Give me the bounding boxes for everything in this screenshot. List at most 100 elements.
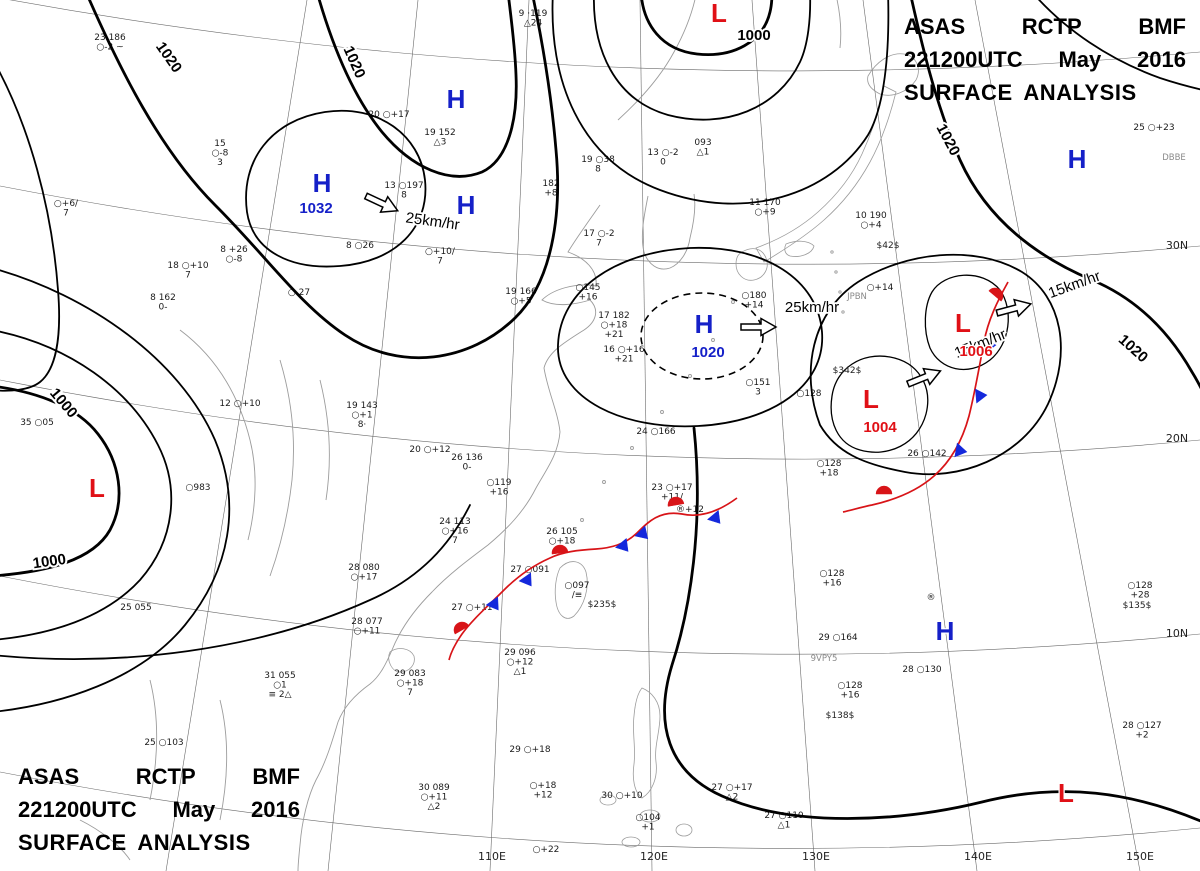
- station-plot: ○097/≡: [564, 581, 589, 601]
- station-plot: 13 ○197 8: [384, 181, 423, 201]
- isobar-1020-topleft: [87, 0, 559, 360]
- coastline-hainan: [388, 648, 415, 673]
- station-plot: ○+6/7: [54, 199, 79, 219]
- isobar-1008-left: [0, 269, 231, 712]
- station-plot: ○128 +18: [816, 459, 841, 479]
- ship-report-label: $135$: [1123, 601, 1152, 611]
- coastline-honshu: [755, 85, 897, 263]
- latitude-label: 10N: [1166, 627, 1188, 640]
- station-plot: ○ 27: [288, 288, 310, 298]
- isobar-south-trough: [663, 426, 1200, 823]
- high-pressure-center: H: [936, 616, 955, 646]
- station-plot: 29 096 ○+12 △1: [504, 648, 536, 677]
- station-plot: ○119 +16: [486, 478, 511, 498]
- station-plot: 20 ○+12: [409, 445, 450, 455]
- station-plot: 27 ○091: [510, 565, 549, 575]
- station-plot: 8 162 0-: [150, 293, 176, 313]
- movement-arrow-icon: [995, 298, 1033, 318]
- title-word: 2016: [1137, 47, 1186, 72]
- warm-front-semicircle-icon: [988, 287, 1004, 302]
- meridian-line: [165, 0, 308, 871]
- station-plot: 9 ·119 △24: [519, 9, 548, 29]
- title-word: May: [172, 797, 216, 822]
- isobar-1000-left-low: [0, 385, 121, 577]
- station-plot: ○+10/7: [425, 247, 456, 267]
- longitude-label: 110E: [478, 850, 506, 863]
- latitude-label: 20N: [1166, 432, 1188, 445]
- cold-front-triangle-icon: [954, 442, 968, 458]
- isobar-label: 1020: [933, 121, 964, 158]
- isobar-closed-low-1006: [924, 274, 1009, 370]
- coastline-china: [297, 204, 601, 871]
- station-plot: 16 ○+16 +21: [603, 345, 644, 365]
- station-plot: 28 077 ○+11: [351, 617, 383, 637]
- station-plot: 182 +8: [542, 179, 559, 199]
- meridian-line: [862, 0, 978, 871]
- parallel-line: [0, 379, 1200, 460]
- station-plot: 19 ○38 8: [581, 155, 615, 175]
- high-pressure-center: H: [313, 168, 332, 198]
- isobar-dashed-high-1020: [640, 292, 764, 380]
- station-plot: 29 ○+18: [509, 745, 550, 755]
- low-pressure-center: L: [89, 473, 105, 503]
- station-plot: 26 ○142: [907, 449, 946, 459]
- title-block-bottom-left: ASAS RCTP BMF 221200UTC May 2016 SURFACE…: [18, 760, 300, 859]
- meridian-line: [751, 0, 816, 871]
- high-pressure-center: H: [457, 190, 476, 220]
- station-plot: 19 152 △3: [424, 128, 456, 148]
- title-word: 2016: [251, 797, 300, 822]
- station-plot: 30 089 ○+11 △2: [418, 783, 450, 812]
- coastlines: [79, 0, 919, 871]
- station-plot: 25 ○103: [144, 738, 183, 748]
- isobar-label: 1020: [152, 39, 185, 76]
- title-word: BMF: [252, 764, 300, 789]
- longitude-label: 130E: [802, 850, 830, 863]
- warm-front-semicircle-icon: [453, 621, 470, 635]
- isobar-label: 1020: [1115, 331, 1151, 366]
- title-line-1: ASAS RCTP BMF: [18, 760, 300, 793]
- station-plot: 18 ○+10 7: [167, 261, 208, 281]
- station-plot: 25 055: [120, 603, 152, 613]
- isobars: [0, 0, 1200, 823]
- warm-front-semicircle-icon: [551, 544, 569, 555]
- coastline-ryukyu-islands: [580, 250, 845, 522]
- station-plot: 28 ○127 +2: [1122, 721, 1161, 741]
- station-plot: 19 143 ○+1 8·: [346, 401, 378, 430]
- isobar-closed-low-1004: [830, 355, 929, 453]
- title-word: BMF: [1138, 14, 1186, 39]
- station-plot: ○+22: [533, 845, 560, 855]
- title-line-2: 221200UTC May 2016: [18, 793, 300, 826]
- cold-front-triangle-icon: [518, 572, 532, 587]
- warm-front-semicircle-icon: [875, 485, 893, 495]
- station-plot: ®+12: [676, 505, 704, 515]
- longitude-label: 120E: [640, 850, 668, 863]
- coastline-visayas: [599, 794, 693, 848]
- latitude-label: 30N: [1166, 239, 1188, 252]
- ship-report-label: $138$: [826, 711, 855, 721]
- isobar-1008-top-center: [551, 0, 890, 205]
- cold-front-triangle-icon: [984, 338, 997, 354]
- coastline-taiwan: [554, 561, 588, 619]
- ship-report-label: $42$: [877, 241, 900, 251]
- meridian-line: [327, 0, 419, 871]
- coastline-kyushu: [735, 248, 768, 281]
- station-plot: ○128 +16: [837, 681, 862, 701]
- station-plot: 19 166 ○+5: [505, 287, 537, 307]
- center-pressure-value: 1006: [959, 343, 992, 360]
- station-plot: 8 ○26: [346, 241, 374, 251]
- center-pressure-value: 1004: [863, 419, 897, 436]
- movement-arrow-icon: [363, 192, 400, 214]
- title-word: ASAS: [904, 14, 966, 39]
- station-plot: 29 ○164: [818, 633, 858, 643]
- station-plot: 10 190 ○+4: [855, 211, 887, 231]
- cold-front-triangle-icon: [975, 388, 988, 404]
- river-lines: [79, 329, 330, 861]
- parallel-line: [0, 575, 1200, 655]
- coastline-hokkaido: [867, 53, 919, 96]
- longitude-label: 150E: [1126, 850, 1154, 863]
- meridian-line: [489, 0, 530, 871]
- title-line-1: ASAS RCTP BMF: [904, 10, 1186, 43]
- station-plot: 20 ○+17: [368, 110, 409, 120]
- longitude-label: 140E: [964, 850, 992, 863]
- center-pressure-value: 1032: [299, 200, 332, 217]
